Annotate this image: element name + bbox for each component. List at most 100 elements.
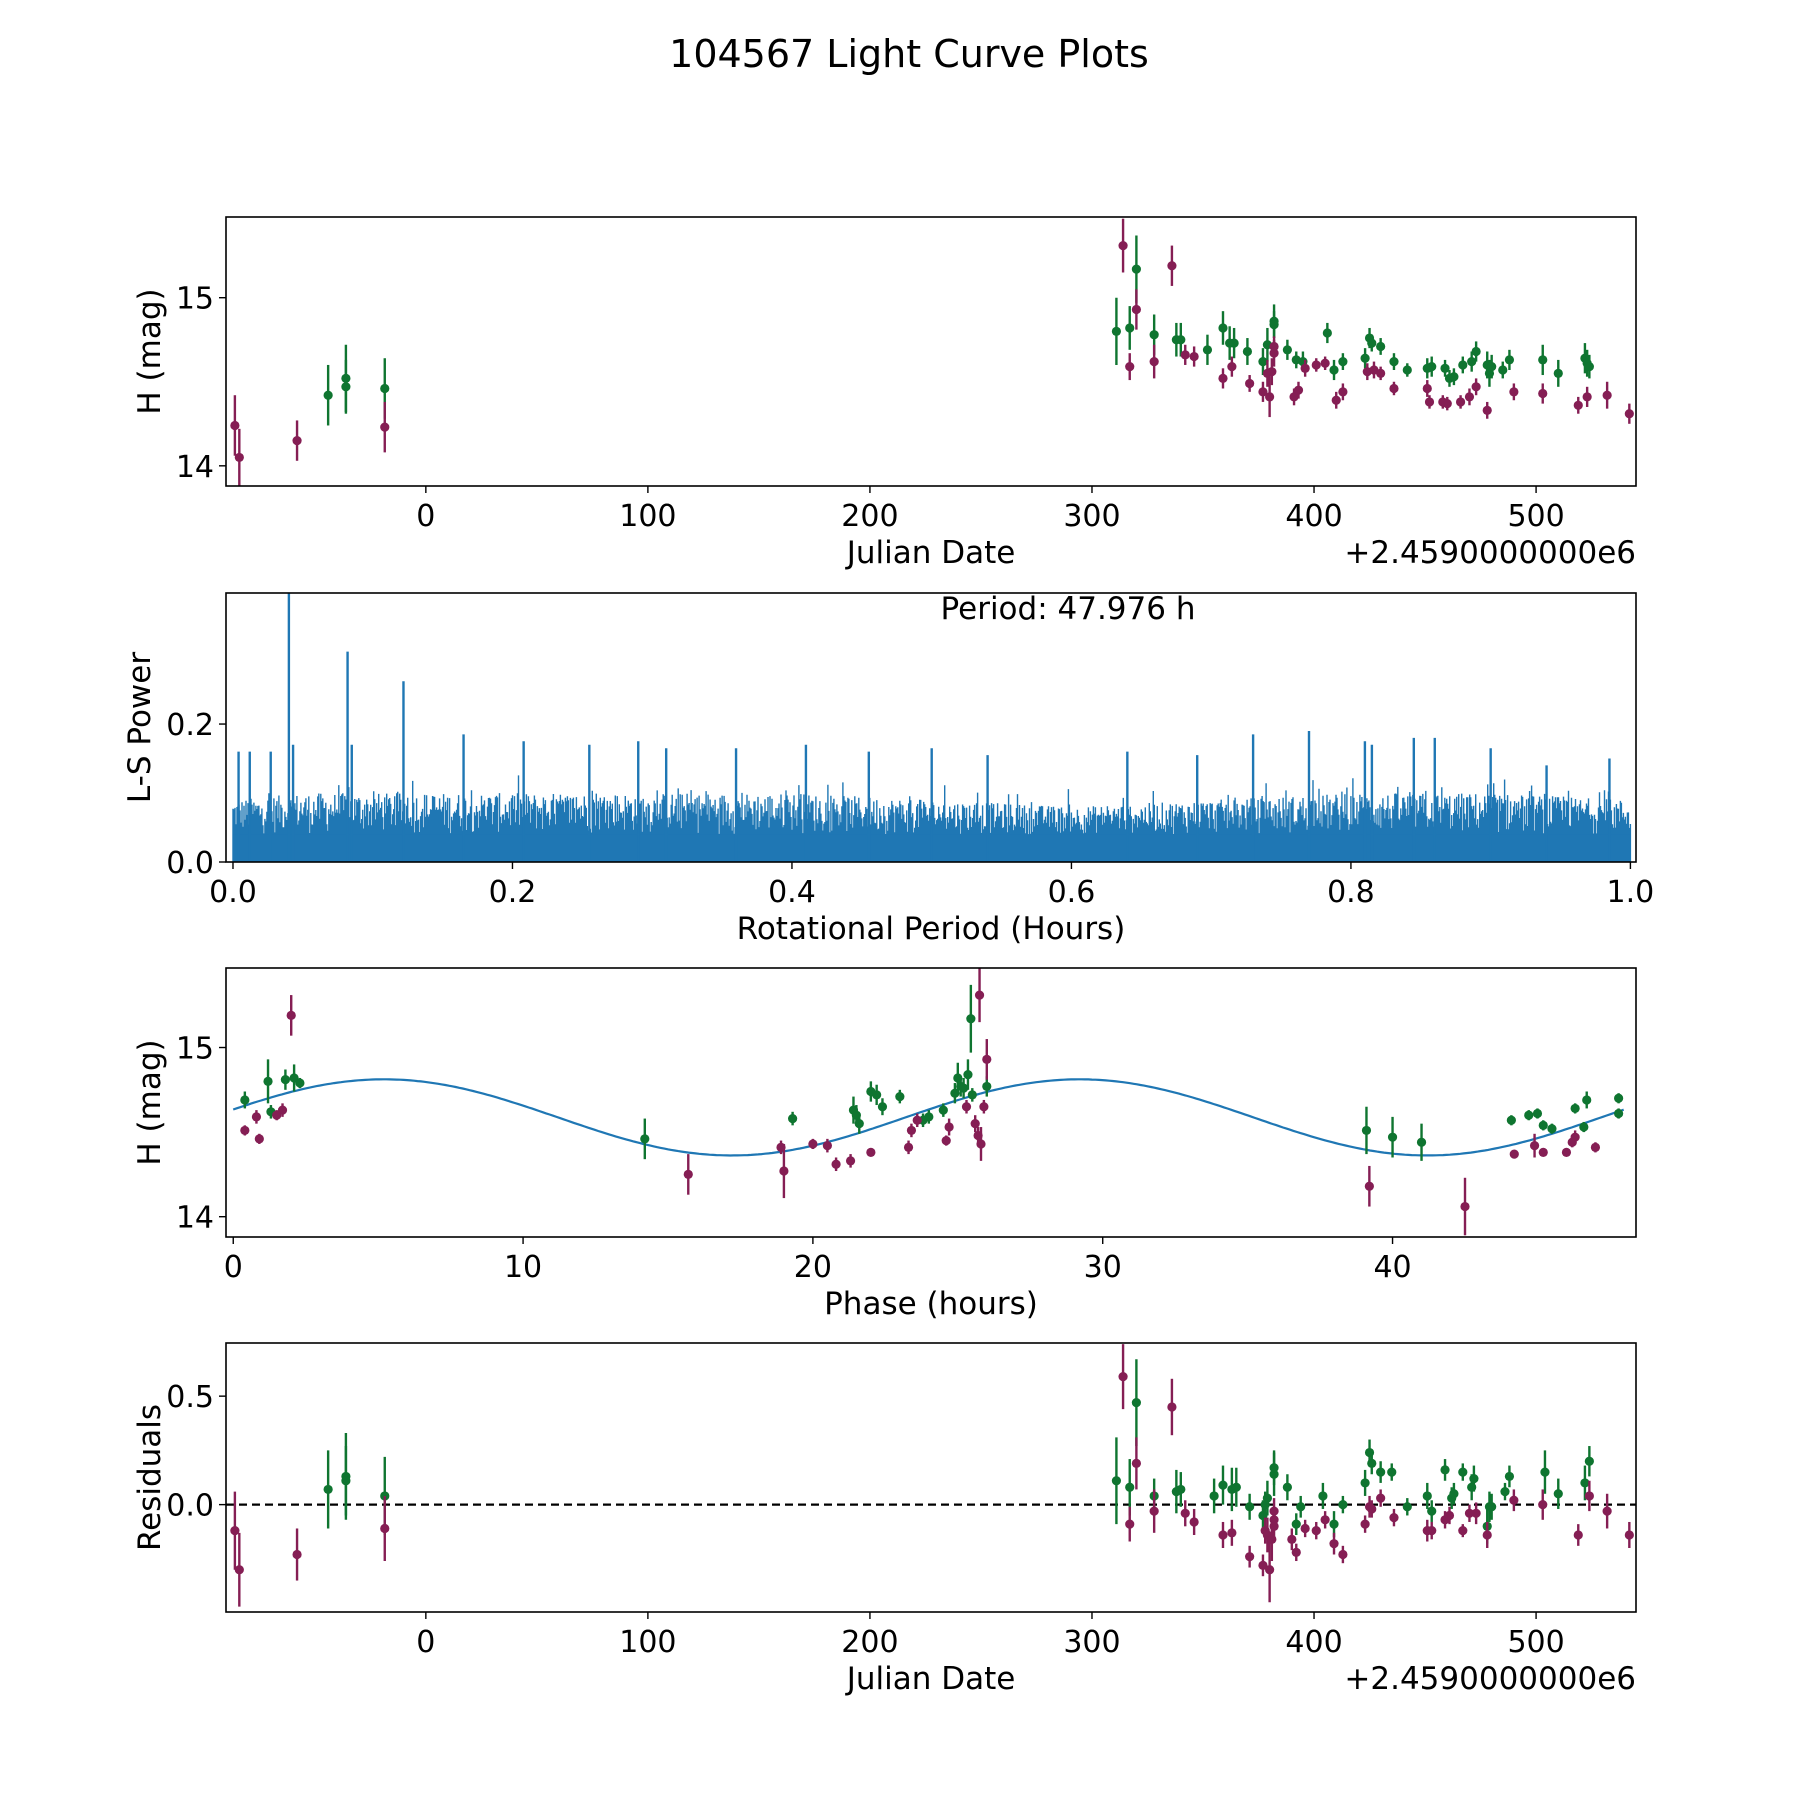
series-filter_b (230, 1344, 1634, 1607)
data-point (240, 1125, 250, 1136)
x-tick-label: 400 (1285, 499, 1342, 534)
point-marker (1189, 351, 1199, 362)
point-marker (1265, 392, 1275, 402)
data-point (1227, 356, 1237, 377)
data-point (1125, 1506, 1135, 1542)
data-point (1570, 1130, 1580, 1144)
data-point (1458, 1463, 1468, 1481)
point-marker (1553, 1489, 1563, 1499)
y-tick-label: 0.0 (166, 1489, 214, 1524)
data-point (1584, 354, 1594, 379)
point-marker (683, 1169, 693, 1180)
point-marker (1364, 1181, 1374, 1191)
data-point (1402, 363, 1412, 377)
point-marker (1360, 1478, 1370, 1488)
data-point (1487, 1493, 1497, 1520)
point-marker (976, 1139, 986, 1149)
point-marker (1471, 382, 1481, 392)
point-marker (1318, 1491, 1328, 1501)
point-marker (1245, 1502, 1255, 1512)
data-point (1509, 1149, 1519, 1159)
point-marker (1449, 372, 1459, 382)
data-point (1487, 354, 1497, 379)
point-marker (924, 1112, 934, 1122)
point-marker (1311, 360, 1321, 370)
residuals-xlabel: Julian Date (845, 1661, 1016, 1697)
data-point (944, 1118, 954, 1136)
point-marker (1329, 1539, 1339, 1549)
point-marker (941, 1135, 951, 1146)
data-point (1573, 396, 1583, 414)
point-marker (1509, 1495, 1519, 1505)
series-filter_a (323, 1359, 1594, 1544)
data-point (872, 1084, 882, 1106)
x-tick-label: 30 (1084, 1250, 1122, 1285)
data-point (323, 364, 333, 426)
point-marker (292, 1549, 302, 1560)
data-point (1269, 336, 1279, 357)
point-marker (1111, 1476, 1122, 1486)
point-marker (1538, 1120, 1548, 1130)
data-point (1180, 344, 1190, 365)
data-point (1467, 351, 1477, 372)
data-point (1118, 1344, 1128, 1410)
point-marker (380, 422, 390, 432)
data-point (1265, 1537, 1275, 1603)
data-point (1245, 375, 1255, 392)
data-point (1471, 378, 1481, 396)
data-point (967, 1088, 977, 1102)
point-marker (1529, 1141, 1540, 1151)
data-point (1614, 1093, 1624, 1104)
point-marker (1320, 1515, 1330, 1525)
x-tick-label: 100 (619, 499, 676, 534)
point-marker (1245, 1552, 1255, 1562)
point-marker (1227, 362, 1237, 372)
residuals-x-offset: +2.4590000000e6 (1344, 1661, 1636, 1697)
lightcurve-panel: 0 100 200 300 400 500 14 15 Julian Date H (mag)… (132, 216, 1637, 571)
data-point (1218, 368, 1228, 389)
data-point (1538, 344, 1548, 376)
point-marker (380, 383, 390, 394)
data-point (1498, 361, 1508, 379)
data-point (1231, 1467, 1241, 1507)
point-marker (982, 1054, 992, 1064)
data-point (1387, 1463, 1397, 1481)
point-marker (906, 1125, 917, 1136)
phased-panel: 0 10 20 30 40 14 15 Phase (hours) H (mag) (132, 967, 1637, 1322)
data-point (1367, 1452, 1377, 1475)
point-marker (1553, 368, 1563, 378)
periodogram-marks (232, 593, 1632, 862)
data-point (251, 1110, 262, 1124)
data-point (912, 1113, 922, 1128)
point-marker (1416, 1137, 1427, 1147)
lightcurve-axes-frame (225, 216, 1637, 487)
point-marker (1125, 1519, 1135, 1529)
point-marker (822, 1141, 832, 1151)
point-marker (1300, 363, 1310, 373)
point-marker (959, 1083, 969, 1093)
point-marker (1458, 1467, 1468, 1477)
point-marker (808, 1139, 818, 1149)
data-point (1582, 1091, 1592, 1109)
point-marker (912, 1115, 922, 1125)
data-point (854, 1113, 864, 1134)
data-point (895, 1089, 905, 1104)
data-point (1322, 322, 1332, 344)
point-marker (1320, 358, 1330, 368)
data-point (1440, 1459, 1450, 1481)
point-marker (1218, 323, 1228, 333)
point-marker (1118, 1372, 1128, 1382)
point-marker (234, 452, 244, 463)
data-point (240, 1091, 250, 1109)
point-marker (1231, 1482, 1241, 1492)
point-marker (1176, 335, 1186, 345)
point-marker (970, 1119, 980, 1129)
point-marker (1322, 328, 1332, 338)
point-marker (1167, 1402, 1177, 1412)
point-marker (1269, 1463, 1279, 1473)
point-marker (1427, 1526, 1437, 1536)
data-point (1300, 359, 1310, 377)
data-point (788, 1111, 798, 1126)
data-point (1538, 1489, 1548, 1520)
